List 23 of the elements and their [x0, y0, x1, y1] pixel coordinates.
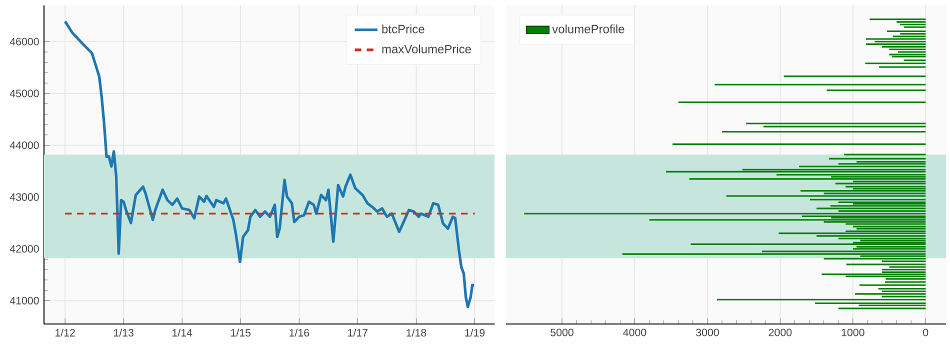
- x-tick-label: 1/16: [290, 328, 310, 337]
- x-tick-label: 4000: [623, 328, 646, 336]
- legend-label: volumeProfile: [552, 24, 624, 34]
- x-tick-label: 1/15: [231, 328, 251, 337]
- y-tick-label: 46000: [10, 38, 39, 46]
- x-tick-label: 2000: [768, 328, 792, 336]
- y-tick-label: 45000: [10, 90, 39, 98]
- y-tick-label: 42000: [10, 245, 39, 253]
- x-tick-label: 1/13: [114, 328, 134, 337]
- legend-label: btcPrice: [382, 24, 424, 34]
- x-tick-label: 1000: [842, 328, 864, 336]
- y-tick-label: 43000: [10, 193, 39, 201]
- y-tick-label: 44000: [10, 141, 39, 150]
- x-tick-label: 3000: [696, 328, 719, 336]
- x-tick-label: 1/17: [348, 328, 368, 337]
- x-tick-label: 5000: [550, 328, 574, 336]
- x-tick-label: 1/18: [406, 328, 426, 337]
- x-tick-label: 1/12: [55, 328, 75, 337]
- x-tick-label: 0: [923, 328, 928, 336]
- y-tick-label: 41000: [10, 296, 39, 304]
- x-tick-label: 1/19: [465, 328, 485, 337]
- x-tick-label: 1/14: [172, 328, 192, 337]
- legend-label: maxVolumePrice: [382, 44, 472, 54]
